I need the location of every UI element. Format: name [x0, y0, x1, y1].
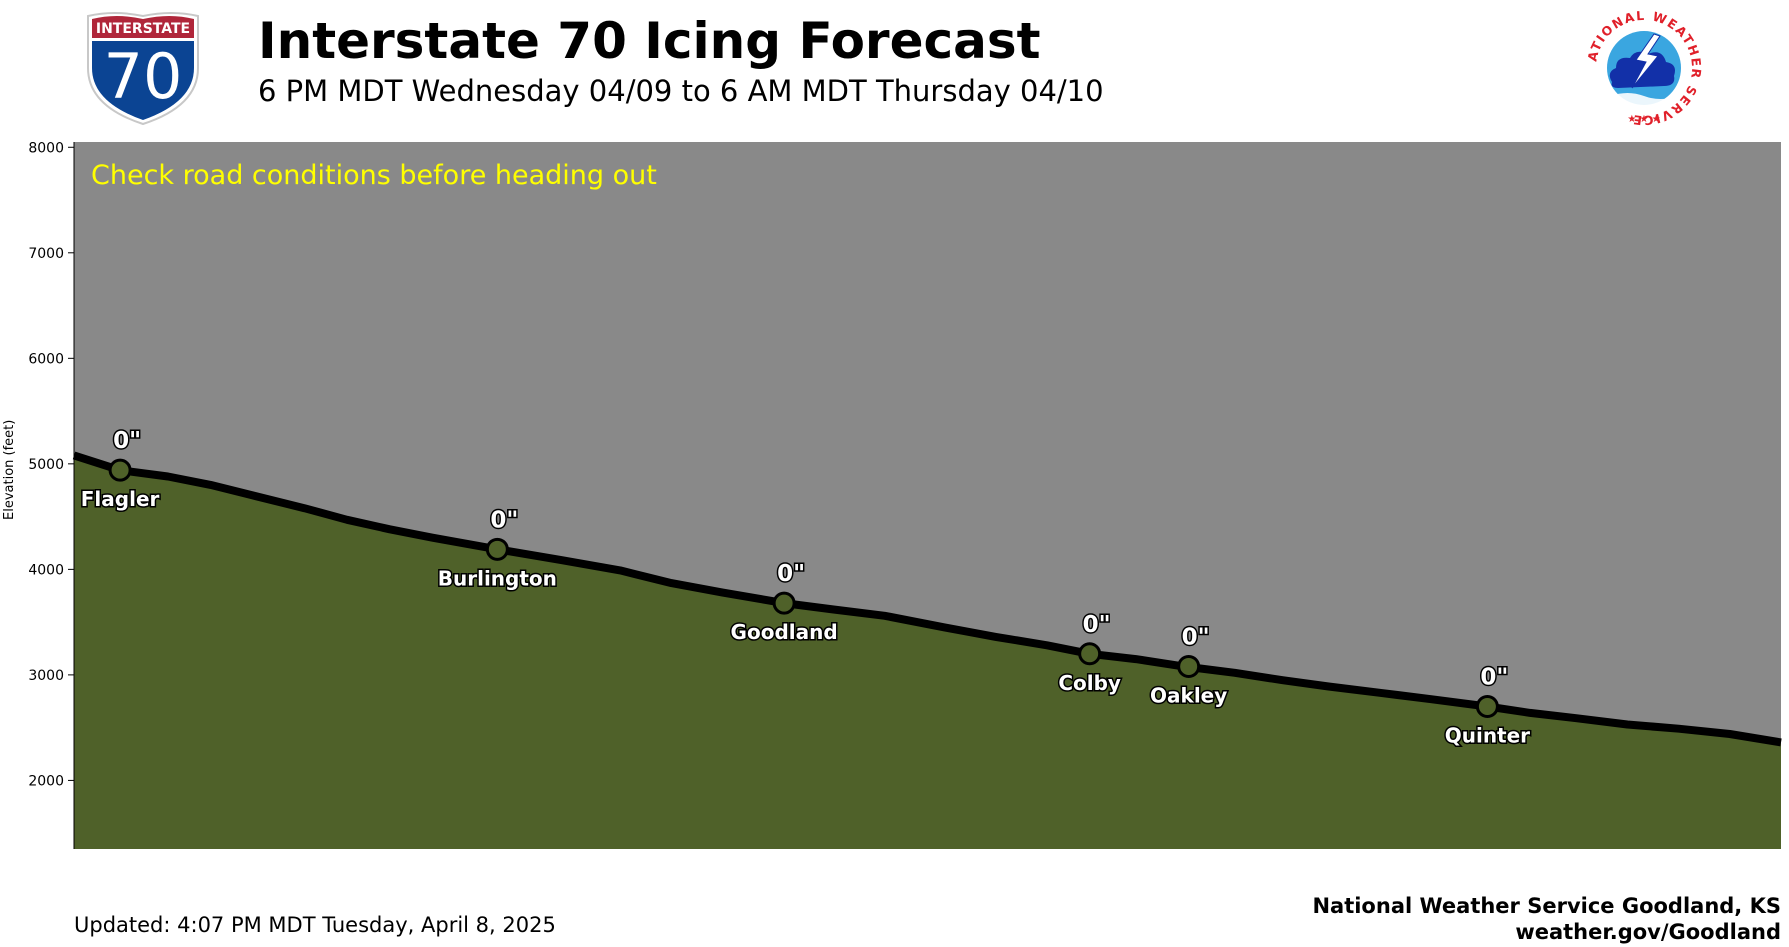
credit-url[interactable]: weather.gov/Goodland — [1515, 920, 1781, 944]
y-tick-label: 7000 — [28, 246, 64, 262]
y-tick-label: 4000 — [28, 562, 64, 578]
location-name-label: Flagler — [81, 487, 160, 511]
shield-red-band — [92, 16, 194, 38]
location-marker — [1078, 642, 1102, 666]
elevation-chart: 2000 3000 4000 5000 6000 7000 8000 0" Flagler 0"… — [28, 140, 1782, 849]
shield-top-text: INTERSTATE — [96, 21, 190, 37]
y-axis-label: Elevation (feet) — [2, 419, 17, 520]
location-name-label: Oakley — [1150, 683, 1227, 707]
y-tick-label: 5000 — [28, 457, 64, 473]
updated-timestamp: Updated: 4:07 PM MDT Tuesday, April 8, 2… — [74, 913, 556, 937]
shield-number: 70 — [104, 40, 183, 113]
nws-wave — [1610, 93, 1678, 107]
credit-block: National Weather Service Goodland, KS we… — [0, 893, 1789, 945]
ice-amount-label: 0" — [1480, 665, 1508, 691]
location-marker — [1475, 695, 1499, 719]
nws-stars: ★ ★ ★ — [1627, 114, 1660, 125]
page-title: Interstate 70 Icing Forecast — [258, 12, 1041, 70]
ice-amount-label: 0" — [490, 507, 518, 533]
location-marker — [108, 458, 132, 482]
y-tick-label: 3000 — [28, 668, 64, 684]
ice-amount-label: 0" — [1083, 612, 1111, 638]
page-subtitle: 6 PM MDT Wednesday 04/09 to 6 AM MDT Thu… — [258, 74, 1104, 108]
shield-blue-body — [92, 41, 194, 120]
y-tick-label: 2000 — [28, 773, 64, 789]
location-name-label: Goodland — [731, 620, 838, 644]
nws-lightning-icon — [1631, 33, 1661, 89]
location-marker — [485, 537, 509, 561]
y-tick-label: 6000 — [28, 351, 64, 367]
ice-amount-label: 0" — [113, 428, 141, 454]
location-marker — [772, 591, 796, 615]
y-tick-label: 8000 — [28, 140, 64, 156]
nws-logo: NATIONAL WEATHER SERVICE ★ ★ ★ — [1584, 8, 1703, 128]
credit-office: National Weather Service Goodland, KS — [1312, 894, 1781, 918]
chart-annotation: Check road conditions before heading out — [91, 160, 657, 191]
location-name-label: Quinter — [1445, 724, 1530, 748]
location-name-label: Colby — [1058, 671, 1121, 695]
location-name-label: Burlington — [438, 566, 557, 590]
location-marker — [1177, 654, 1201, 678]
elevation-profile-line — [72, 451, 1782, 747]
interstate-70-shield: INTERSTATE 70 — [87, 12, 199, 126]
ice-amount-label: 0" — [777, 561, 805, 587]
ice-amount-label: 0" — [1182, 624, 1210, 650]
